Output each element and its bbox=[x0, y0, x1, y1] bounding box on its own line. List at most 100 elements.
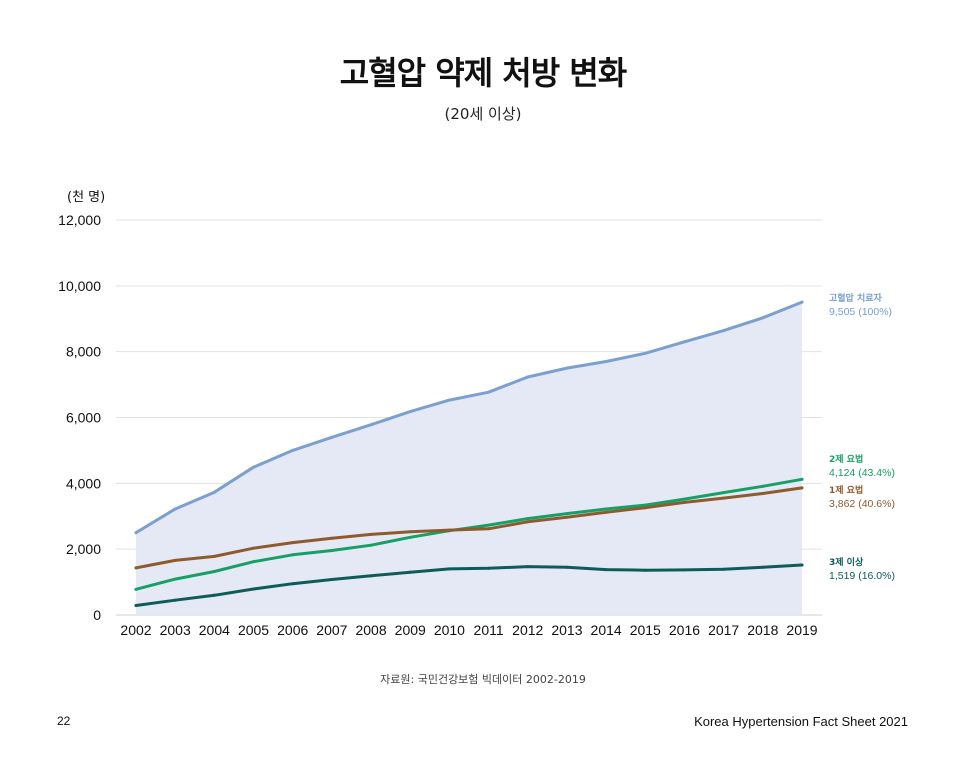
chart-title: 고혈압 약제 처방 변화 bbox=[339, 54, 627, 92]
series-value-label-one_drug: 3,862 (40.6%) bbox=[829, 498, 895, 510]
data-point-one_drug bbox=[252, 546, 256, 550]
x-tick-label: 2014 bbox=[591, 622, 622, 638]
y-tick-label: 10,000 bbox=[58, 278, 101, 294]
data-point-three_drug bbox=[800, 563, 804, 567]
x-tick-label: 2017 bbox=[708, 622, 739, 638]
data-point-one_drug bbox=[604, 510, 608, 514]
data-point-two_drug bbox=[565, 512, 569, 516]
series-line-total bbox=[134, 300, 804, 535]
data-point-one_drug bbox=[526, 520, 530, 524]
data-point-total bbox=[173, 507, 177, 511]
data-point-one_drug bbox=[722, 496, 726, 500]
data-point-one_drug bbox=[134, 566, 138, 570]
y-tick-label: 0 bbox=[93, 607, 101, 623]
data-point-two_drug bbox=[682, 497, 686, 501]
data-point-three_drug bbox=[722, 567, 726, 571]
data-point-three_drug bbox=[369, 574, 373, 578]
x-tick-label: 2008 bbox=[355, 622, 386, 638]
data-point-two_drug bbox=[330, 548, 334, 552]
y-tick-label: 2,000 bbox=[66, 541, 101, 557]
data-point-one_drug bbox=[291, 541, 295, 545]
x-tick-label: 2019 bbox=[786, 622, 817, 638]
data-point-one_drug bbox=[565, 515, 569, 519]
data-point-one_drug bbox=[408, 530, 412, 534]
data-point-two_drug bbox=[212, 570, 216, 574]
x-tick-label: 2011 bbox=[474, 622, 504, 638]
x-tick-label: 2007 bbox=[316, 622, 347, 638]
data-point-total bbox=[369, 423, 373, 427]
data-point-two_drug bbox=[604, 507, 608, 511]
data-point-one_drug bbox=[682, 500, 686, 504]
data-point-three_drug bbox=[330, 577, 334, 581]
data-point-three_drug bbox=[291, 582, 295, 586]
x-tick-label: 2005 bbox=[238, 622, 269, 638]
data-point-one_drug bbox=[330, 536, 334, 540]
data-point-one_drug bbox=[487, 527, 491, 531]
series-line-two_drug bbox=[134, 477, 804, 591]
data-point-two_drug bbox=[408, 535, 412, 539]
data-point-three_drug bbox=[447, 567, 451, 571]
data-point-total bbox=[643, 351, 647, 355]
x-tick-label: 2002 bbox=[120, 622, 151, 638]
series-name-label-three_drug: 3제 이상 bbox=[829, 556, 864, 568]
x-tick-label: 2012 bbox=[512, 622, 543, 638]
data-point-three_drug bbox=[173, 598, 177, 602]
label-layer: (천 명) 0 2,000 4,000 6,000 8,000 10,000 12,000 20… bbox=[58, 190, 895, 638]
series-line-one_drug bbox=[134, 486, 804, 570]
data-point-total bbox=[252, 465, 256, 469]
data-point-total bbox=[800, 300, 804, 304]
data-point-three_drug bbox=[134, 603, 138, 607]
data-point-total bbox=[722, 329, 726, 333]
data-point-two_drug bbox=[643, 503, 647, 507]
data-point-three_drug bbox=[212, 593, 216, 597]
x-tick-label: 2004 bbox=[199, 622, 230, 638]
data-point-three_drug bbox=[682, 568, 686, 572]
data-point-three_drug bbox=[761, 565, 765, 569]
data-point-one_drug bbox=[643, 506, 647, 510]
data-point-one_drug bbox=[800, 486, 804, 490]
line-chart: (천 명) 0 2,000 4,000 6,000 8,000 10,000 12,000 20… bbox=[58, 190, 895, 638]
data-point-total bbox=[134, 531, 138, 535]
data-point-one_drug bbox=[447, 528, 451, 532]
data-point-one_drug bbox=[369, 532, 373, 536]
data-point-total bbox=[487, 390, 491, 394]
area-layer bbox=[136, 302, 802, 615]
data-point-two_drug bbox=[722, 491, 726, 495]
y-unit-label: (천 명) bbox=[67, 190, 105, 205]
data-point-two_drug bbox=[134, 587, 138, 591]
data-point-three_drug bbox=[565, 565, 569, 569]
data-point-two_drug bbox=[173, 577, 177, 581]
series-name-label-total: 고혈압 치료자 bbox=[829, 292, 883, 304]
data-point-total bbox=[682, 340, 686, 344]
data-point-three_drug bbox=[604, 568, 608, 572]
x-tick-label: 2003 bbox=[160, 622, 191, 638]
y-tick-label: 8,000 bbox=[66, 344, 101, 360]
data-point-two_drug bbox=[761, 484, 765, 488]
y-tick-label: 6,000 bbox=[66, 410, 101, 426]
y-tick-label: 4,000 bbox=[66, 475, 101, 491]
x-tick-label: 2016 bbox=[669, 622, 700, 638]
series-name-label-one_drug: 1제 요법 bbox=[829, 484, 863, 496]
data-point-total bbox=[565, 366, 569, 370]
data-point-three_drug bbox=[487, 566, 491, 570]
source-note: 자료원: 국민건강보험 빅데이터 2002-2019 bbox=[380, 673, 586, 686]
series-value-label-three_drug: 1,519 (16.0%) bbox=[829, 570, 895, 582]
chart-subtitle: (20세 이상) bbox=[444, 105, 522, 123]
data-point-three_drug bbox=[408, 570, 412, 574]
data-point-three_drug bbox=[526, 565, 530, 569]
data-point-two_drug bbox=[800, 477, 804, 481]
series-name-label-two_drug: 2제 요법 bbox=[829, 453, 863, 465]
series-area-total bbox=[136, 302, 802, 615]
data-point-two_drug bbox=[369, 543, 373, 547]
data-point-total bbox=[212, 490, 216, 494]
y-tick-label: 12,000 bbox=[58, 212, 101, 228]
data-point-one_drug bbox=[212, 554, 216, 558]
data-point-two_drug bbox=[291, 553, 295, 557]
data-point-total bbox=[526, 375, 530, 379]
data-point-total bbox=[604, 360, 608, 364]
series-line-three_drug bbox=[134, 563, 804, 607]
line-layer bbox=[134, 300, 804, 607]
data-point-one_drug bbox=[761, 492, 765, 496]
data-point-three_drug bbox=[643, 568, 647, 572]
x-tick-label: 2013 bbox=[551, 622, 582, 638]
